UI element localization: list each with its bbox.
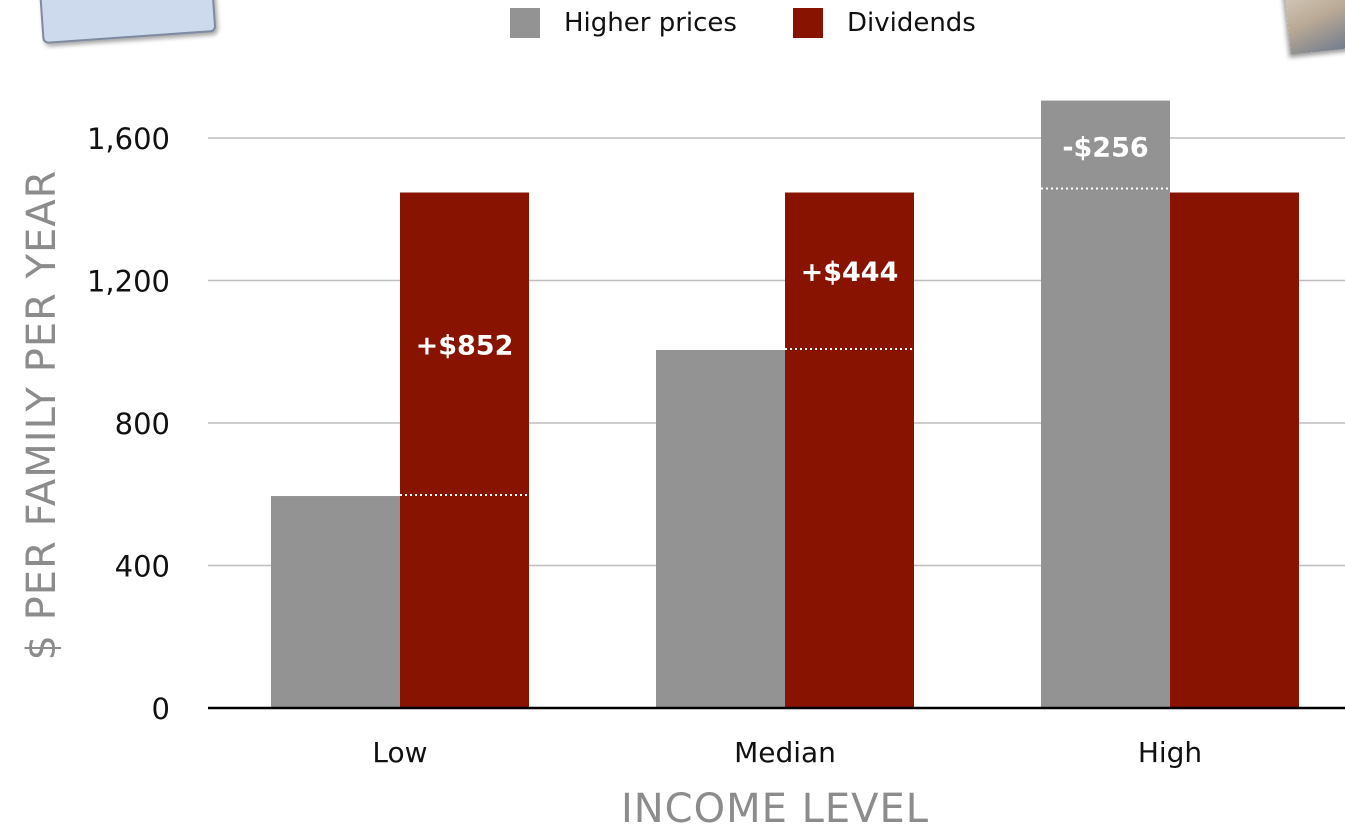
bar-higher-prices-high <box>1041 100 1170 708</box>
x-tick-label: High <box>1138 736 1202 769</box>
legend-swatch-dividends <box>792 8 823 38</box>
bar-dividends-high <box>1170 192 1299 709</box>
y-tick-label: 1,600 <box>87 122 170 156</box>
data-label-median: +$444 <box>801 257 899 288</box>
bar-higher-prices-low <box>271 496 400 708</box>
legend-label-higher-prices: Higher prices <box>564 8 737 38</box>
y-tick-label: 0 <box>152 692 170 726</box>
y-tick-label: 400 <box>115 550 170 584</box>
x-tick-label: Median <box>734 736 836 769</box>
bar-dividends-median <box>785 192 914 709</box>
legend-swatch-higher-prices <box>510 8 540 38</box>
y-tick-label: 800 <box>115 407 170 441</box>
data-label-low: +$852 <box>416 330 514 361</box>
bar-dividends-low <box>400 192 529 709</box>
y-axis-title: $ PER FAMILY PER YEAR <box>19 170 65 661</box>
legend-item-dividends: Dividends <box>792 8 976 38</box>
x-tick-label: Low <box>372 736 427 769</box>
chart-legend: Higher prices Dividends <box>510 8 1032 38</box>
data-label-high: -$256 <box>1062 133 1148 164</box>
bar-higher-prices-median <box>656 349 785 708</box>
y-tick-label: 1,200 <box>87 265 170 299</box>
legend-item-higher-prices: Higher prices <box>510 8 737 38</box>
legend-label-dividends: Dividends <box>846 8 976 38</box>
x-axis-title: INCOME LEVEL <box>621 786 929 829</box>
